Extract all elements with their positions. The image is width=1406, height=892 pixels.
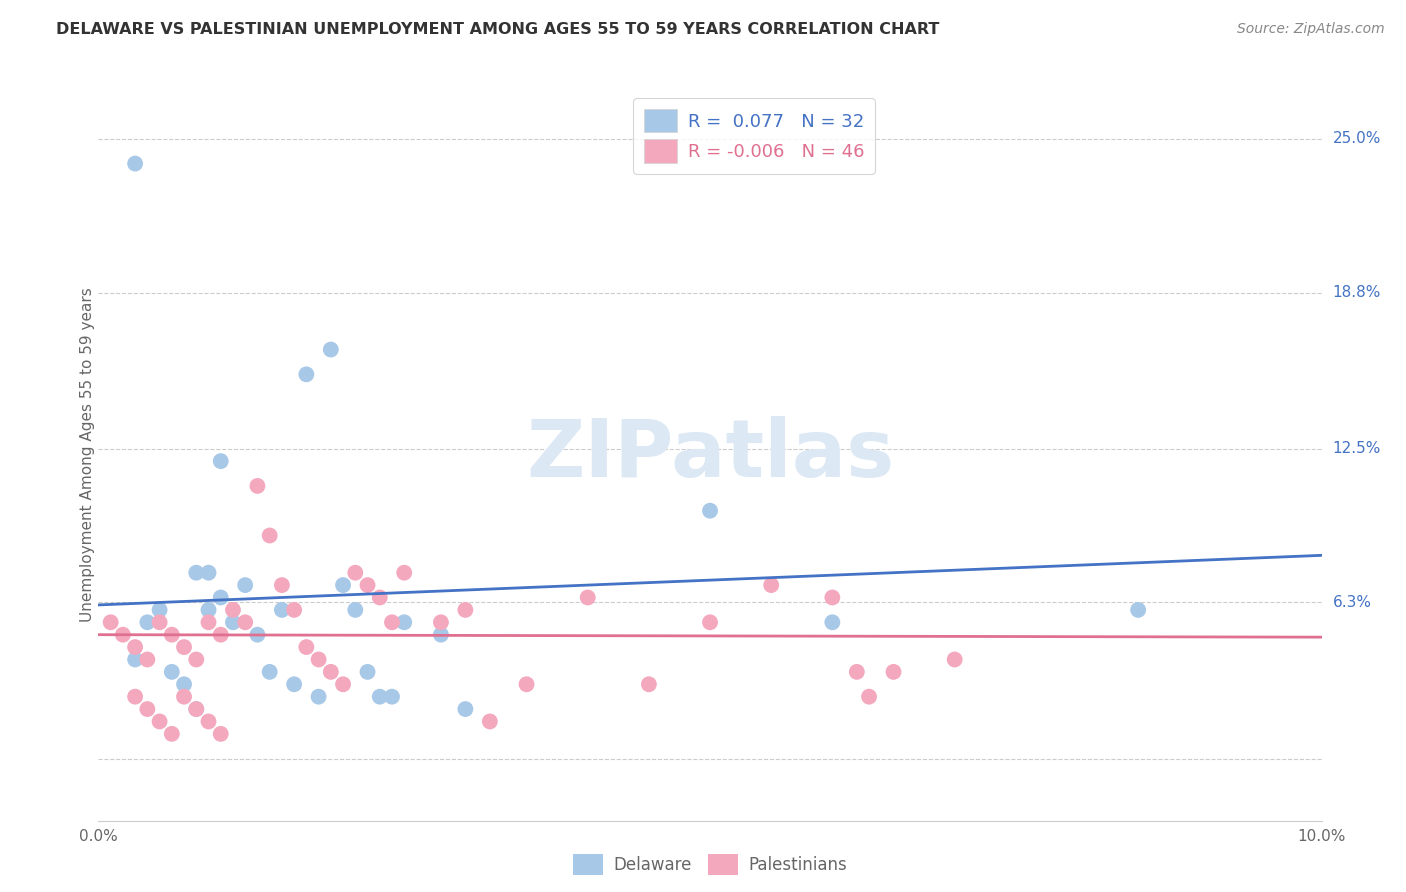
Point <box>319 343 342 357</box>
Point <box>381 615 404 630</box>
Point <box>173 690 195 704</box>
Point <box>332 578 354 592</box>
Point <box>699 615 721 630</box>
Point <box>186 566 208 580</box>
Point <box>209 591 232 605</box>
Point <box>100 615 122 630</box>
Point <box>883 665 905 679</box>
Point <box>259 665 281 679</box>
Point <box>233 578 256 592</box>
Point <box>173 677 195 691</box>
Point <box>845 665 868 679</box>
Point <box>136 615 159 630</box>
Point <box>392 566 416 580</box>
Point <box>160 665 183 679</box>
Point <box>124 156 146 170</box>
Point <box>209 628 232 642</box>
Point <box>124 652 146 666</box>
Point <box>368 690 391 704</box>
Point <box>516 677 538 691</box>
Point <box>246 479 269 493</box>
Text: Source: ZipAtlas.com: Source: ZipAtlas.com <box>1237 22 1385 37</box>
Point <box>186 702 208 716</box>
Point <box>308 652 330 666</box>
Point <box>197 603 219 617</box>
Point <box>344 603 367 617</box>
Point <box>197 615 219 630</box>
Point <box>699 504 721 518</box>
Point <box>136 652 159 666</box>
Point <box>283 603 305 617</box>
Point <box>319 665 342 679</box>
Point <box>270 578 292 592</box>
Y-axis label: Unemployment Among Ages 55 to 59 years: Unemployment Among Ages 55 to 59 years <box>80 287 94 623</box>
Point <box>209 727 232 741</box>
Point <box>197 566 219 580</box>
Point <box>858 690 880 704</box>
Point <box>1128 603 1150 617</box>
Text: ZIPatlas: ZIPatlas <box>526 416 894 494</box>
Point <box>197 714 219 729</box>
Point <box>356 665 378 679</box>
Point <box>222 603 245 617</box>
Point <box>186 702 208 716</box>
Point <box>149 615 172 630</box>
Point <box>759 578 782 592</box>
Text: 25.0%: 25.0% <box>1333 131 1381 146</box>
Point <box>173 640 195 654</box>
Point <box>111 628 134 642</box>
Point <box>821 615 844 630</box>
Point <box>149 714 172 729</box>
Point <box>124 690 146 704</box>
Point <box>381 690 404 704</box>
Point <box>943 652 966 666</box>
Point <box>160 628 183 642</box>
Point <box>186 652 208 666</box>
Point <box>222 615 245 630</box>
Point <box>392 615 416 630</box>
Point <box>576 591 599 605</box>
Text: 6.3%: 6.3% <box>1333 595 1372 610</box>
Point <box>259 528 281 542</box>
Point <box>149 603 172 617</box>
Point <box>295 368 318 382</box>
Point <box>478 714 501 729</box>
Point <box>160 727 183 741</box>
Point <box>332 677 354 691</box>
Point <box>295 640 318 654</box>
Text: 18.8%: 18.8% <box>1333 285 1381 300</box>
Point <box>124 640 146 654</box>
Point <box>283 677 305 691</box>
Point <box>356 578 378 592</box>
Point <box>344 566 367 580</box>
Text: 12.5%: 12.5% <box>1333 442 1381 456</box>
Point <box>454 702 477 716</box>
Point <box>430 628 453 642</box>
Point <box>637 677 661 691</box>
Point <box>308 690 330 704</box>
Point <box>454 603 477 617</box>
Legend: Delaware, Palestinians: Delaware, Palestinians <box>567 847 853 882</box>
Point <box>233 615 256 630</box>
Text: DELAWARE VS PALESTINIAN UNEMPLOYMENT AMONG AGES 55 TO 59 YEARS CORRELATION CHART: DELAWARE VS PALESTINIAN UNEMPLOYMENT AMO… <box>56 22 939 37</box>
Point <box>246 628 269 642</box>
Point <box>430 615 453 630</box>
Point <box>821 591 844 605</box>
Point <box>270 603 292 617</box>
Point <box>136 702 159 716</box>
Point <box>368 591 391 605</box>
Point <box>209 454 232 468</box>
